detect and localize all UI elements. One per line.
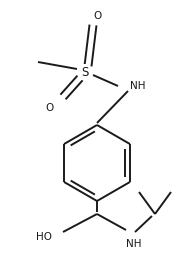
- Text: HO: HO: [36, 232, 52, 242]
- Text: O: O: [46, 103, 54, 113]
- Text: NH: NH: [126, 239, 142, 249]
- Text: NH: NH: [130, 81, 146, 91]
- Text: O: O: [93, 11, 101, 21]
- Text: S: S: [81, 65, 89, 78]
